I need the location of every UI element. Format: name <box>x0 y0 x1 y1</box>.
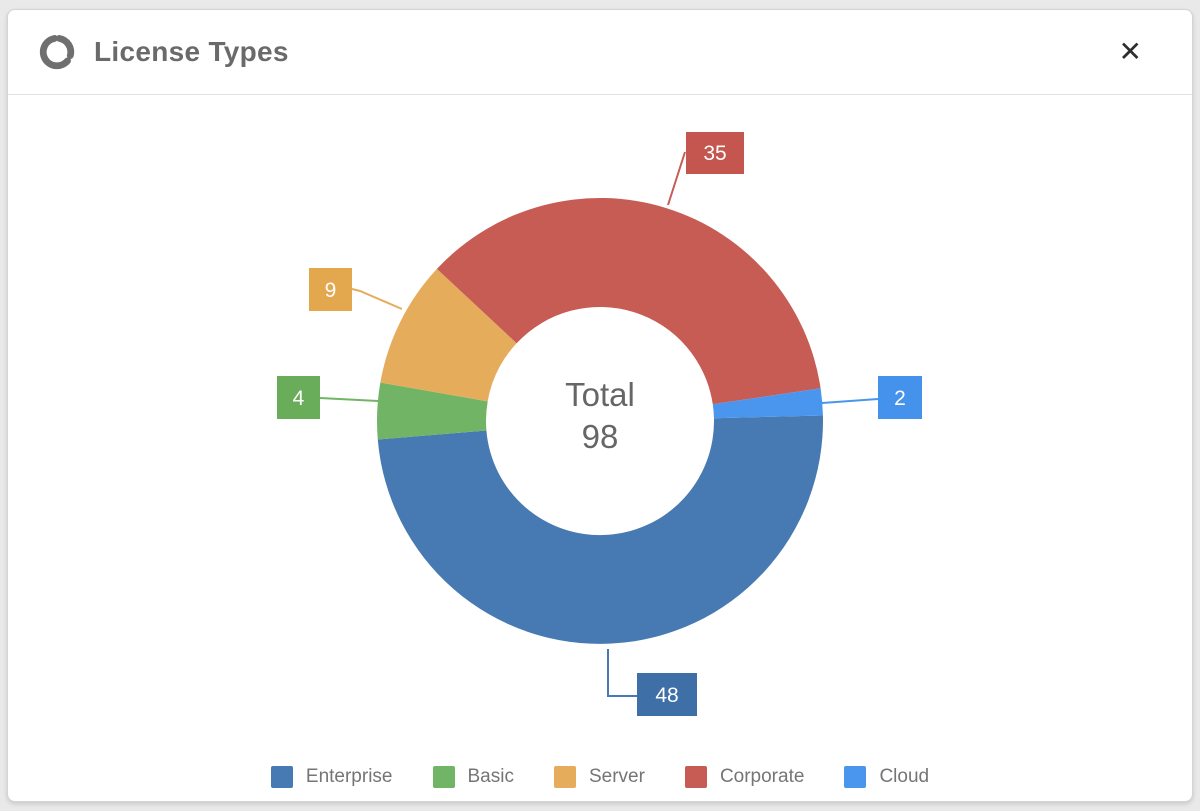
total-label: Total <box>565 376 635 413</box>
value-label-server[interactable]: 9 <box>309 268 352 311</box>
value-label-corporate[interactable]: 35 <box>686 132 744 174</box>
value-label-cloud[interactable]: 2 <box>878 376 922 419</box>
value-box-server[interactable] <box>309 268 352 311</box>
slice-enterprise[interactable] <box>377 415 823 644</box>
leader-server <box>351 288 403 310</box>
leader-corporate <box>667 151 686 206</box>
close-icon[interactable]: ✕ <box>1113 36 1148 68</box>
legend-item-basic[interactable]: Basic <box>432 766 514 788</box>
label-leader-lines <box>319 151 879 697</box>
legend-swatch-cloud <box>844 766 867 788</box>
total-value: 98 <box>582 418 619 455</box>
legend-swatch-corporate <box>684 766 707 788</box>
slice-corporate[interactable] <box>436 197 821 405</box>
leader-enterprise <box>607 649 637 697</box>
value-text-enterprise: 48 <box>655 684 678 707</box>
value-box-enterprise[interactable] <box>637 673 697 716</box>
legend-item-enterprise[interactable]: Enterprise <box>270 766 393 788</box>
legend-item-server[interactable]: Server <box>553 766 645 788</box>
donut-chart: 35 9 4 2 48 <box>8 95 1192 801</box>
legend-label-server: Server <box>588 766 645 787</box>
legend-label-cloud: Cloud <box>879 766 930 787</box>
slice-server[interactable] <box>380 268 517 402</box>
legend-label-enterprise: Enterprise <box>305 766 393 787</box>
donut-chart-icon <box>39 35 75 70</box>
slice-cloud[interactable] <box>712 388 823 419</box>
value-label-enterprise[interactable]: 48 <box>637 673 697 716</box>
legend-label-basic: Basic <box>467 766 514 787</box>
leader-cloud <box>821 398 879 404</box>
value-text-basic: 4 <box>293 387 305 410</box>
value-box-cloud[interactable] <box>878 376 922 419</box>
donut-slices <box>376 197 823 644</box>
donut-center-label: Total 98 <box>565 376 635 455</box>
legend-item-cloud[interactable]: Cloud <box>844 766 929 788</box>
license-types-panel: License Types ✕ <box>7 9 1193 802</box>
donut-chart-svg: 35 9 4 2 48 <box>277 132 922 716</box>
value-box-basic[interactable] <box>277 376 320 419</box>
leader-basic <box>319 397 379 402</box>
legend-label-corporate: Corporate <box>719 766 805 787</box>
panel-header: License Types ✕ <box>8 10 1192 95</box>
legend-swatch-enterprise <box>270 766 293 788</box>
panel-title: License Types <box>94 36 289 67</box>
slice-value-labels: 35 9 4 2 48 <box>277 132 922 716</box>
slice-basic[interactable] <box>376 382 488 440</box>
value-text-corporate: 35 <box>703 142 726 165</box>
legend-swatch-server <box>553 766 576 788</box>
value-text-cloud: 2 <box>894 387 906 410</box>
chart-legend: Enterprise Basic Server Corporate Cloud <box>8 766 1192 788</box>
value-text-server: 9 <box>325 279 337 302</box>
legend-item-corporate[interactable]: Corporate <box>684 766 805 788</box>
value-label-basic[interactable]: 4 <box>277 376 320 419</box>
value-box-corporate[interactable] <box>686 132 744 174</box>
legend-swatch-basic <box>432 766 455 788</box>
